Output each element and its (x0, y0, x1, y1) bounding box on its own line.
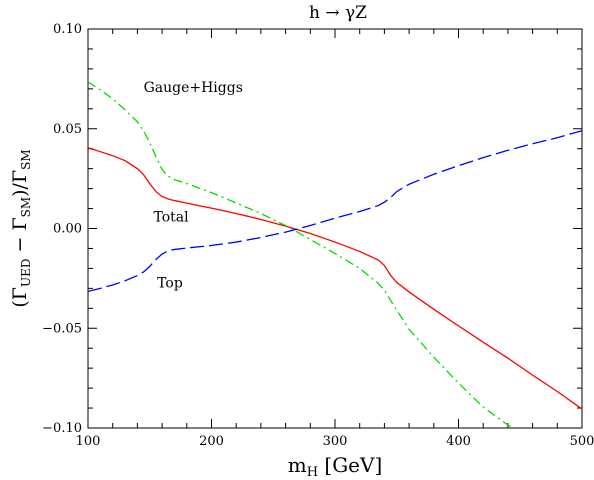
annotation-total: Total (153, 210, 189, 226)
y-axis-title: (ΓUED − ΓSM)/ΓSM (9, 149, 33, 307)
x-tick-label: 400 (446, 434, 471, 449)
y-tick-label: −0.05 (42, 321, 82, 336)
series-line-gauge-higgs (87, 81, 515, 429)
series-line-total (87, 147, 583, 410)
svg-text:(ΓUED − ΓSM)/ΓSM: (ΓUED − ΓSM)/ΓSM (9, 149, 33, 307)
chart-title: h → γZ (309, 3, 367, 23)
y-tick-label: −0.10 (42, 421, 82, 436)
x-tick-label: 300 (323, 434, 348, 449)
series-line-top (87, 130, 583, 292)
annotation-gauge-higgs: Gauge+Higgs (144, 80, 243, 96)
x-tick-label: 100 (76, 434, 101, 449)
axis-ticks (87, 28, 583, 429)
y-tick-label: 0.10 (53, 22, 82, 37)
y-tick-label: 0.05 (53, 122, 82, 137)
series-lines (87, 81, 583, 429)
annotation-top: Top (157, 275, 183, 291)
y-tick-label: 0.00 (53, 222, 82, 237)
x-tick-label: 500 (570, 434, 594, 449)
tick-labels: 100 200 300 400 500 −0.10 −0.05 0.00 0.05 0.10 (42, 22, 594, 449)
x-axis-title: mH [GeV] (288, 453, 383, 480)
annotations: Gauge+Higgs Total Top (144, 80, 243, 292)
svg-text:mH [GeV]: mH [GeV] (288, 453, 383, 480)
x-tick-label: 200 (199, 434, 224, 449)
